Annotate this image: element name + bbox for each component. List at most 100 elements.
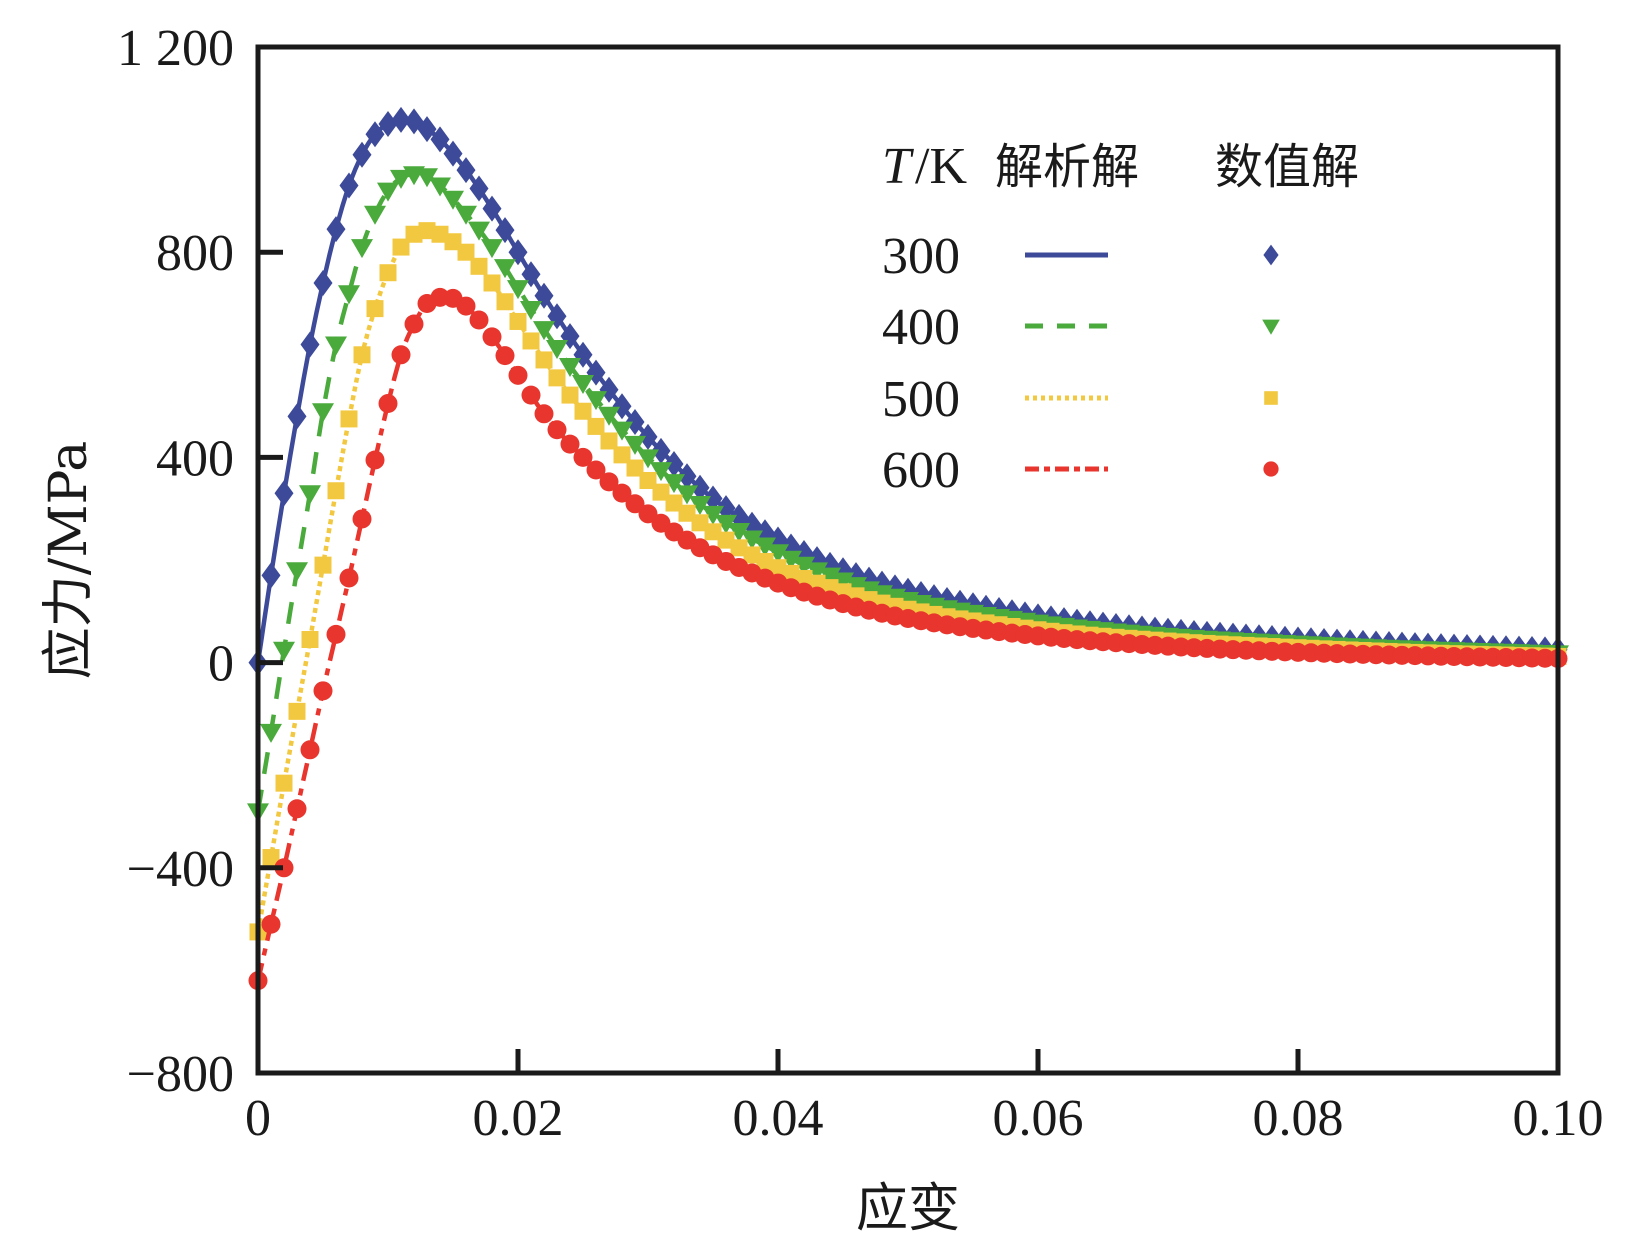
data-point-500 (353, 346, 371, 364)
data-point-400 (780, 550, 802, 570)
data-point-500 (431, 225, 449, 243)
y-axis-ticks: −800 −400 0 400 800 1 200 (117, 20, 283, 1103)
data-point-500 (483, 274, 501, 292)
data-point-400 (741, 530, 763, 550)
data-point-400 (559, 358, 581, 378)
y-tick-label: 800 (156, 225, 234, 282)
series-600 (248, 287, 1568, 991)
legend-marker-sample (1263, 244, 1279, 266)
data-point-400 (351, 239, 373, 259)
data-point-500 (717, 531, 735, 549)
legend-entry-400: 400 (882, 299, 1280, 356)
data-point-500 (756, 553, 774, 571)
data-point-500 (743, 546, 761, 564)
data-point-500 (652, 483, 670, 501)
legend-header-numeric: 数值解 (1215, 139, 1359, 195)
data-point-600 (534, 404, 554, 424)
data-point-500 (574, 402, 592, 420)
data-point-600 (521, 385, 541, 405)
data-point-600 (547, 420, 567, 440)
legend-label: 600 (882, 442, 960, 499)
data-point-600 (612, 483, 632, 503)
legend-entry-600: 600 (882, 442, 1279, 499)
data-point-400 (611, 421, 633, 441)
data-point-400 (455, 205, 477, 225)
data-point-500 (535, 351, 553, 369)
data-point-600 (274, 858, 294, 878)
data-point-500 (301, 631, 319, 649)
data-point-600 (391, 345, 411, 365)
data-point-600 (352, 509, 372, 529)
y-axis-title: 应力/MPa (39, 441, 99, 679)
plot-frame (255, 44, 1561, 1076)
series-layer (247, 106, 1569, 991)
data-point-400 (663, 474, 685, 494)
legend-label: 300 (882, 228, 960, 285)
data-point-500 (288, 702, 306, 720)
x-tick-label: 0.06 (993, 1090, 1084, 1147)
data-point-300 (703, 485, 723, 512)
data-point-400 (377, 182, 399, 202)
data-point-400 (754, 537, 776, 557)
data-point-400 (676, 485, 698, 505)
data-point-400 (390, 169, 412, 189)
data-point-600 (573, 447, 593, 467)
legend-marker-sample (1262, 319, 1280, 335)
data-point-600 (495, 346, 515, 366)
y-tick-label: 0 (208, 636, 234, 693)
data-point-400 (793, 556, 815, 576)
data-point-600 (300, 740, 320, 760)
data-point-500 (418, 222, 436, 240)
legend-label: 500 (882, 371, 960, 428)
data-point-300 (638, 423, 658, 450)
data-point-600 (287, 799, 307, 819)
data-point-400 (260, 723, 282, 743)
data-point-400 (767, 544, 789, 564)
data-point-400 (546, 340, 568, 360)
legend-header-variable: T (882, 138, 914, 195)
data-point-500 (262, 849, 280, 867)
data-point-500 (509, 312, 527, 330)
data-point-500 (379, 264, 397, 282)
data-point-300 (599, 376, 619, 403)
y-tick-label: −800 (127, 1046, 234, 1103)
data-point-400 (585, 391, 607, 411)
data-point-300 (612, 393, 632, 420)
data-point-400 (520, 300, 542, 320)
data-point-300 (339, 172, 359, 199)
legend-label: 400 (882, 299, 960, 356)
data-point-600 (625, 494, 645, 514)
legend-entry-300: 300 (882, 228, 1279, 285)
data-point-600 (261, 914, 281, 934)
data-point-500 (561, 386, 579, 404)
data-point-300 (326, 216, 346, 243)
x-tick-label: 0.10 (1513, 1090, 1604, 1147)
data-point-500 (808, 574, 826, 592)
data-point-600 (365, 450, 385, 470)
data-point-500 (314, 556, 332, 574)
data-point-300 (391, 106, 411, 133)
data-point-400 (494, 259, 516, 279)
data-point-300 (651, 437, 671, 464)
y-tick-label: 1 200 (117, 20, 234, 77)
data-point-400 (312, 403, 334, 423)
data-point-300 (690, 474, 710, 501)
data-point-400 (806, 562, 828, 582)
x-tick-label: 0.02 (473, 1090, 564, 1147)
x-axis-ticks: 0 0.02 0.04 0.06 0.08 0.10 (245, 1049, 1604, 1147)
data-point-300 (469, 175, 489, 202)
y-tick-label: 400 (156, 430, 234, 487)
legend-rows: 300 400 500 600 (882, 228, 1280, 499)
data-point-300 (443, 140, 463, 167)
data-point-500 (496, 293, 514, 311)
data-point-600 (482, 327, 502, 347)
data-point-300 (677, 463, 697, 490)
data-point-400 (598, 406, 620, 426)
data-point-600 (508, 365, 528, 385)
data-point-500 (587, 417, 605, 435)
data-point-600 (378, 394, 398, 414)
x-axis-title: 应变 (856, 1179, 960, 1239)
data-point-400 (728, 523, 750, 543)
data-point-500 (522, 332, 540, 350)
